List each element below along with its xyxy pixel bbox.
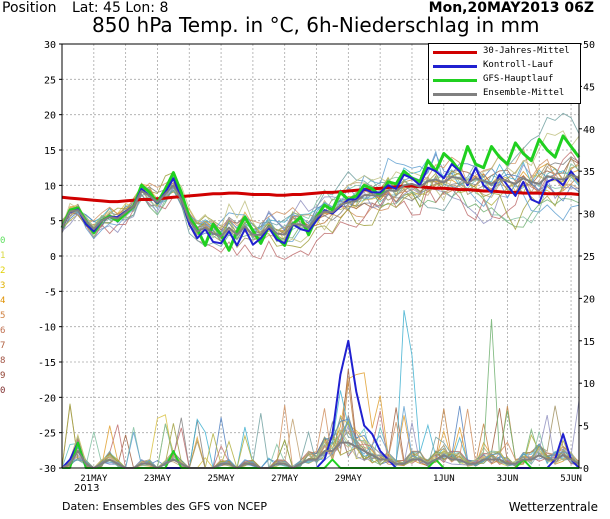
y-tick-label-left: 20 [44, 111, 56, 122]
axes: 302520151050-5-10-15-20-25-3050454035302… [38, 40, 595, 484]
x-tick-label: 21MAY [80, 474, 108, 484]
member-temp-line [61, 112, 580, 248]
grid [62, 43, 579, 469]
member-label: 5 [0, 311, 6, 321]
y-tick-label-left: -15 [38, 358, 56, 369]
member-label: 0 [0, 386, 6, 396]
data-source: Daten: Ensembles des GFS von NCEP [62, 500, 267, 513]
y-tick-label-right: 30 [583, 210, 595, 221]
legend-label: GFS-Hauptlauf [483, 74, 554, 84]
x-tick-label: 3JUN [497, 474, 519, 484]
run-date: Mon,20MAY2013 06Z [428, 0, 594, 16]
y-tick-label-left: -30 [38, 464, 56, 475]
y-tick-label-left: 10 [44, 181, 56, 192]
y-tick-label-right: 5 [583, 422, 589, 433]
latlon-label: Lat: 45 Lon: 8 [72, 0, 169, 16]
member-temp-line [61, 164, 580, 235]
ensemble-members [61, 112, 580, 470]
position-label: Position [2, 0, 57, 16]
legend: 30-Jahres-Mittel Kontroll-Lauf GFS-Haupt… [428, 43, 581, 104]
y-tick-label-right: 35 [583, 167, 595, 178]
member-label: 8 [0, 356, 6, 366]
member-label: 0 [0, 236, 6, 246]
year-label: 2013 [74, 483, 100, 494]
y-tick-label-right: 20 [583, 294, 595, 305]
y-tick-label-right: 50 [583, 40, 595, 51]
y-tick-label-right: 40 [583, 125, 595, 136]
y-tick-label-right: 25 [583, 252, 595, 263]
y-tick-label-right: 10 [583, 379, 595, 390]
member-label: 4 [0, 296, 6, 306]
y-tick-label-left: 15 [44, 146, 56, 157]
chart-title: 850 hPa Temp. in °C, 6h-Niederschlag in … [92, 13, 540, 37]
x-tick-label: 25MAY [208, 474, 236, 484]
y-tick-label-left: -20 [38, 393, 56, 404]
y-tick-label-left: 5 [50, 217, 56, 228]
y-tick-label-left: 30 [44, 40, 56, 51]
member-label: 3 [0, 281, 6, 291]
legend-label: 30-Jahres-Mittel [483, 46, 570, 56]
temp-series-GFS-Hauptlauf [60, 134, 581, 252]
temp-series-Ensemble-Mittel [61, 173, 580, 238]
y-tick-label-left: -25 [38, 429, 56, 440]
member-temp-line [61, 150, 580, 260]
legend-item-control: Kontroll-Lauf [429, 60, 580, 72]
credit: Wetterzentrale [508, 500, 598, 514]
legend-swatch [433, 93, 477, 96]
legend-item-climatology: 30-Jahres-Mittel [429, 46, 580, 58]
y-tick-label-right: 45 [583, 82, 595, 93]
x-tick-label: 23MAY [144, 474, 172, 484]
x-tick-label: 5JUN [560, 474, 582, 484]
member-label: 6 [0, 326, 6, 336]
member-label: 9 [0, 371, 6, 381]
legend-label: Kontroll-Lauf [483, 60, 554, 70]
y-tick-label-right: 15 [583, 337, 595, 348]
y-tick-label-left: 0 [50, 252, 56, 263]
precip-series-Ensemble-Mittel [61, 441, 580, 469]
x-tick-label: 27MAY [271, 474, 299, 484]
y-tick-label-left: -5 [44, 287, 56, 298]
y-tick-label-right: 0 [583, 464, 589, 475]
legend-swatch [433, 51, 477, 54]
y-tick-label-left: -10 [38, 323, 56, 334]
legend-swatch [433, 79, 477, 82]
member-label: 1 [0, 251, 6, 261]
member-label: 2 [0, 266, 6, 276]
member-label: 7 [0, 341, 6, 351]
legend-swatch [433, 65, 477, 68]
y-tick-label-left: 25 [44, 75, 56, 86]
legend-label: Ensemble-Mittel [483, 88, 565, 98]
x-tick-label: 1JUN [433, 474, 455, 484]
legend-item-ensemble-mean: Ensemble-Mittel [429, 88, 580, 100]
temp-series-Kontroll-Lauf [61, 163, 580, 247]
legend-item-operational: GFS-Hauptlauf [429, 74, 580, 86]
x-tick-label: 29MAY [335, 474, 363, 484]
member-precip-line [61, 406, 580, 469]
